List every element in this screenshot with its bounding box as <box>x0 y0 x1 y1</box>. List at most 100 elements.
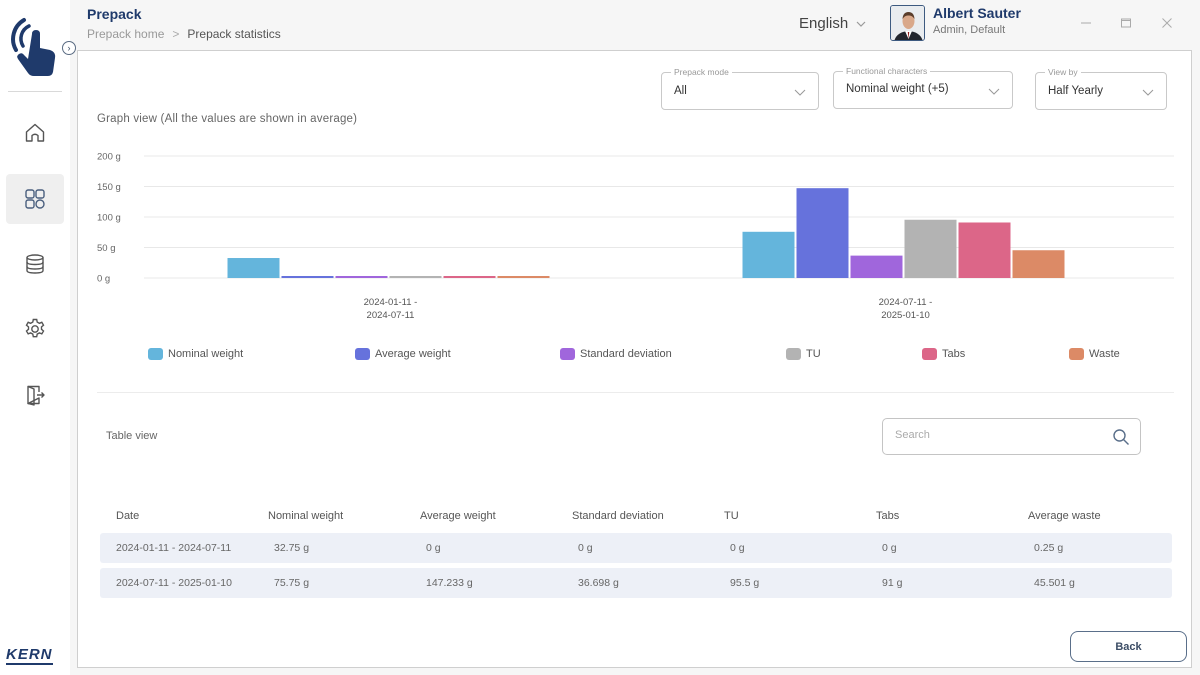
bar-average-weight[interactable] <box>796 188 849 278</box>
sidebar-item-home[interactable] <box>6 108 64 158</box>
header: Prepack Prepack home > Prepack statistic… <box>70 0 1200 50</box>
bar-nominal-weight[interactable] <box>742 231 795 278</box>
bar-tu[interactable] <box>389 276 442 278</box>
y-tick-label: 200 g <box>97 152 121 163</box>
sidebar: KERN <box>0 0 70 675</box>
legend-item-waste[interactable]: Waste <box>1069 348 1120 360</box>
sidebar-item-database[interactable] <box>6 239 64 289</box>
bar-tabs[interactable] <box>958 222 1011 278</box>
sidebar-toggle-button[interactable]: › <box>62 41 76 55</box>
column-header-average-weight: Average weight <box>420 510 496 522</box>
bar-tabs[interactable] <box>443 276 496 278</box>
language-selector[interactable]: English <box>799 15 866 32</box>
y-tick-label: 0 g <box>97 274 110 285</box>
legend-label: Waste <box>1089 348 1120 360</box>
maximize-button[interactable] <box>1116 13 1136 33</box>
legend-swatch-icon <box>560 348 575 360</box>
table-body: 2024-01-11 - 2024-07-11 32.75 g 0 g 0 g 0 g 0… <box>100 533 1172 598</box>
search-icon[interactable] <box>1112 428 1130 446</box>
column-header-nominal-weight: Nominal weight <box>268 510 344 522</box>
legend-swatch-icon <box>1069 348 1084 360</box>
table-cell: 0 g <box>730 542 745 554</box>
maximize-icon <box>1121 18 1131 28</box>
functional-characters-label: Functional characters <box>843 65 931 77</box>
sidebar-item-logout[interactable] <box>6 370 64 420</box>
chart-legend: Nominal weight Average weight Standard dev… <box>78 348 1193 364</box>
legend-item-tu[interactable]: TU <box>786 348 821 360</box>
bar-tu[interactable] <box>904 219 957 278</box>
page-title: Prepack <box>87 6 142 22</box>
legend-label: Tabs <box>942 348 966 360</box>
graph-title: Graph view (All the values are shown in … <box>97 113 358 125</box>
prepack-mode-select[interactable]: Prepack mode All <box>661 66 819 110</box>
legend-swatch-icon <box>355 348 370 360</box>
table-cell: 32.75 g <box>274 542 310 554</box>
legend-item-tabs[interactable]: Tabs <box>922 348 965 360</box>
view-by-value: Half Yearly <box>1048 85 1103 97</box>
legend-label: Nominal weight <box>168 348 244 360</box>
table-cell: 36.698 g <box>578 577 619 589</box>
close-button[interactable] <box>1157 13 1177 33</box>
back-button[interactable]: Back <box>1070 631 1187 662</box>
avatar[interactable] <box>890 5 925 41</box>
logout-icon <box>27 385 45 406</box>
database-icon <box>26 254 44 274</box>
x-tick-label: 2025-01-10 <box>881 310 930 321</box>
legend-label: Average weight <box>375 348 451 360</box>
user-name: Albert Sauter <box>933 5 1021 21</box>
bar-standard-deviation[interactable] <box>850 255 903 278</box>
legend-label: TU <box>806 348 821 360</box>
bar-chart: 0 g 50 g 100 g 150 g 200 g 2024-01-11 - 2024-0… <box>97 152 1174 321</box>
breadcrumb-separator-icon: > <box>172 27 180 41</box>
column-header-date: Date <box>116 510 140 522</box>
breadcrumb-item-prepack-home[interactable]: Prepack home <box>87 27 165 41</box>
functional-characters-value: Nominal weight (+5) <box>846 83 949 95</box>
search-input[interactable] <box>895 429 1095 441</box>
table-cell: 91 g <box>882 577 903 589</box>
sidebar-item-dashboard[interactable] <box>6 174 64 224</box>
bar-nominal-weight[interactable] <box>227 258 280 278</box>
y-tick-label: 100 g <box>97 213 121 224</box>
table-cell: 75.75 g <box>274 577 310 589</box>
grid-icon <box>25 189 45 209</box>
legend-item-standard-deviation[interactable]: Standard deviation <box>560 348 672 360</box>
minimize-button[interactable] <box>1076 13 1096 33</box>
touch-hand-logo-icon <box>11 18 56 76</box>
search-field[interactable] <box>882 418 1141 455</box>
chevron-down-icon <box>1142 89 1154 96</box>
language-label: English <box>799 15 849 32</box>
column-header-average-waste: Average waste <box>1028 510 1101 522</box>
breadcrumb: Prepack home > Prepack statistics <box>87 27 281 41</box>
x-tick-label: 2024-07-11 - <box>879 297 933 308</box>
column-header-tu: TU <box>724 510 739 522</box>
y-tick-label: 50 g <box>97 243 116 254</box>
sidebar-item-settings[interactable] <box>6 304 64 354</box>
table-row[interactable]: 2024-01-11 - 2024-07-11 32.75 g 0 g 0 g 0 g 0… <box>100 533 1172 563</box>
table-row[interactable]: 2024-07-11 - 2025-01-10 75.75 g 147.233 g 3… <box>100 568 1172 598</box>
prepack-mode-value: All <box>674 85 687 97</box>
legend-item-average-weight[interactable]: Average weight <box>355 348 451 360</box>
chevron-down-icon <box>856 21 866 27</box>
sidebar-divider <box>8 91 62 92</box>
legend-item-nominal-weight[interactable]: Nominal weight <box>148 348 243 360</box>
functional-characters-select[interactable]: Functional characters Nominal weight (+5… <box>833 65 1013 109</box>
column-header-tabs: Tabs <box>876 510 900 522</box>
prepack-mode-label: Prepack mode <box>671 66 732 78</box>
table-header: Date Nominal weight Average weight Standard… <box>100 504 1172 528</box>
bar-waste[interactable] <box>497 276 550 278</box>
chevron-down-icon <box>988 88 1000 95</box>
bar-standard-deviation[interactable] <box>335 276 388 278</box>
bar-waste[interactable] <box>1012 250 1065 278</box>
table-cell: 45.501 g <box>1034 577 1075 589</box>
legend-swatch-icon <box>922 348 937 360</box>
user-role: Admin, Default <box>933 24 1006 36</box>
legend-label: Standard deviation <box>580 348 672 360</box>
kern-brand-logo: KERN <box>6 646 53 665</box>
bar-average-weight[interactable] <box>281 276 334 278</box>
legend-swatch-icon <box>786 348 801 360</box>
view-by-select[interactable]: View by Half Yearly <box>1035 66 1167 110</box>
view-by-label: View by <box>1045 66 1081 78</box>
table-cell: 0.25 g <box>1034 542 1064 554</box>
close-icon <box>1162 18 1172 28</box>
chevron-right-icon: › <box>67 42 71 53</box>
